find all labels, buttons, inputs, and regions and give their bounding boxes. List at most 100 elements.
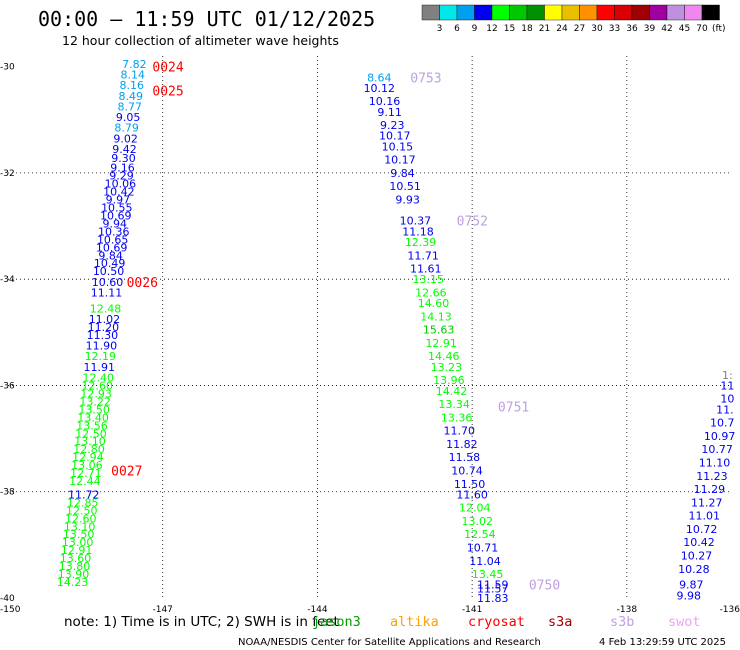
wave-height-value: 10.97	[704, 430, 736, 443]
color-scale-label: 3	[437, 24, 443, 34]
color-swatch	[491, 4, 510, 21]
color-scale-label: 6	[454, 24, 460, 34]
x-tick-label: -144	[307, 605, 328, 615]
x-tick-label: -147	[152, 605, 172, 615]
wave-height-value: 10.69	[100, 209, 132, 222]
wave-height-value: 11.02	[89, 313, 121, 326]
wave-height-value: 11.27	[691, 496, 723, 509]
wave-height-value: 10.42	[103, 186, 135, 199]
wave-height-value: 10.51	[389, 180, 421, 193]
wave-height-value: 10.71	[467, 542, 499, 555]
color-swatch	[614, 4, 633, 21]
color-swatch	[474, 4, 493, 21]
wave-height-value: 13.34	[438, 398, 470, 411]
wave-height-value: 9.94	[103, 217, 128, 230]
pass-time-label: 0751	[498, 401, 529, 416]
color-scale-label: 12	[486, 24, 497, 34]
wave-height-value: 12.40	[83, 371, 115, 384]
wave-height-value: 11.01	[688, 510, 720, 523]
chart-title: 00:00 – 11:59 UTC 01/12/2025	[38, 7, 375, 31]
wave-height-value: 12.91	[61, 544, 93, 557]
wave-height-value: 11.83	[477, 592, 509, 605]
wave-height-value: 12.60	[65, 512, 97, 525]
y-tick-label: -36	[0, 381, 15, 391]
color-scale-label: 36	[626, 24, 638, 34]
wave-height-value: 10.28	[678, 563, 710, 576]
wave-height-value: 11.04	[469, 555, 501, 568]
color-swatch	[561, 4, 580, 21]
wave-height-value: 10.06	[105, 178, 137, 191]
wave-height-value: 13.40	[77, 411, 109, 424]
color-scale-label: 33	[609, 24, 620, 34]
wave-height-value: 10.55	[101, 201, 133, 214]
x-tick-label: -138	[617, 605, 638, 615]
wave-height-value: 12.54	[464, 528, 496, 541]
wave-height-value: 13.00	[62, 536, 94, 549]
satellite-legend-jason3: jason3	[312, 614, 361, 630]
wave-height-value: 13.96	[433, 374, 465, 387]
pass-time-label: 0026	[127, 276, 158, 291]
wave-height-value: 13.23	[431, 361, 463, 374]
color-scale-label: 21	[539, 24, 550, 34]
color-swatch	[684, 4, 703, 21]
footer-credit: NOAA/NESDIS Center for Satellite Applica…	[238, 637, 541, 648]
color-swatch	[666, 4, 685, 21]
wave-height-value: 11.50	[454, 478, 486, 491]
wave-height-value: 12.71	[70, 467, 102, 480]
wave-height-value: 10.16	[369, 95, 401, 108]
wave-height-value: 11.61	[410, 263, 442, 276]
x-tick-label: -141	[462, 605, 482, 615]
wave-height-value: 12.19	[85, 350, 117, 363]
wave-height-value: 11.71	[407, 249, 439, 262]
wave-height-value: 10.65	[97, 233, 129, 246]
wave-height-value: 11.10	[699, 457, 731, 470]
color-scale-bar: 3 6 9 12 15 18 21 24 27 30 33 36 39 42 45 70 (ft)	[421, 4, 726, 34]
y-tick-label: -40	[0, 594, 15, 604]
wave-height-value: 8.79	[114, 122, 139, 135]
wave-height-value: 10.42	[683, 536, 715, 549]
wave-height-value: 12.44	[69, 475, 101, 488]
wave-height-value: 13.10	[64, 520, 96, 533]
color-swatch	[596, 4, 615, 21]
wave-height-value: 11.29	[694, 483, 726, 496]
wave-height-value: 9.05	[116, 111, 141, 124]
wave-height-value: 10.17	[384, 154, 416, 167]
color-swatch	[631, 4, 650, 21]
wave-height-value: 14.23	[57, 576, 89, 589]
wave-height-value: 8.64	[367, 71, 392, 84]
wave-height-value: 13.22	[79, 395, 111, 408]
wave-height-value: 12.80	[73, 443, 105, 456]
wave-height-value: 9.11	[377, 106, 402, 119]
wave-height-value: 9.42	[112, 143, 137, 156]
color-swatch	[456, 4, 475, 21]
color-swatch	[649, 4, 668, 21]
footer-timestamp: 4 Feb 13:29:59 UTC 2025	[599, 637, 726, 648]
color-scale-label: 18	[521, 24, 533, 34]
wave-height-value: 12.50	[75, 427, 107, 440]
wave-height-value: 13.06	[71, 459, 103, 472]
wave-height-value: 13.10	[74, 435, 106, 448]
color-swatch	[421, 4, 440, 21]
color-swatch	[526, 4, 545, 21]
x-tick-label: -150	[0, 605, 21, 615]
axes: -150 -147 -144 -141 -138 -136 -30 -32 -34 -36 -38 -…	[0, 63, 740, 615]
wave-height-value: 13.15	[413, 273, 445, 286]
wave-height-value: 7.82	[122, 58, 147, 71]
wave-height-value: 13.45	[472, 568, 504, 581]
wave-height-value: 11.90	[86, 340, 118, 353]
wave-height-value: 9.87	[679, 579, 704, 592]
wave-height-value: 12.39	[405, 236, 437, 249]
wave-height-value: 10.77	[701, 443, 733, 456]
pass-time-label: 0027	[111, 464, 142, 479]
wave-height-value: 8.16	[120, 79, 145, 92]
wave-height-value: 12.91	[425, 337, 457, 350]
wave-height-value: 9.29	[109, 170, 134, 183]
wave-height-points: 7.828.148.168.498.779.058.799.029.429.30…	[57, 58, 736, 605]
wave-height-value: 10.49	[94, 257, 126, 270]
wave-height-value: 10.17	[379, 130, 411, 143]
y-tick-label: -34	[0, 275, 15, 285]
pass-time-label: 0025	[152, 85, 183, 100]
color-swatch	[544, 4, 563, 21]
wave-height-value: 12.48	[90, 302, 122, 315]
